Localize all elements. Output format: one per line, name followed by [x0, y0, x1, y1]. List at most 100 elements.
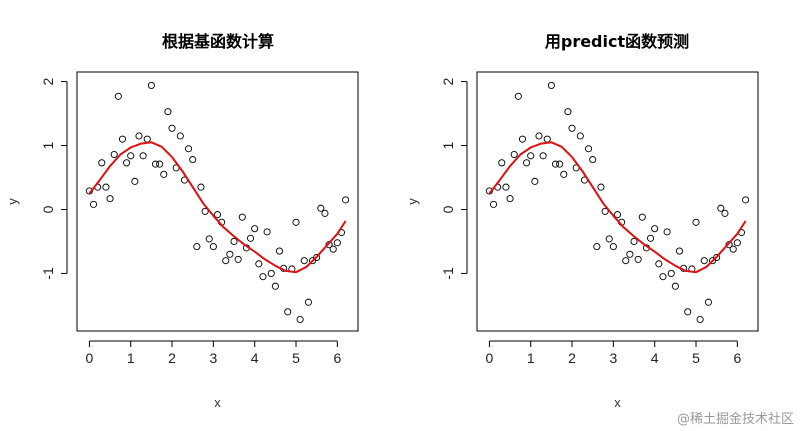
data-point [317, 204, 325, 212]
data-point [531, 177, 539, 185]
chart-title: 根据基函数计算 [162, 32, 274, 51]
x-tick-label: 0 [85, 350, 93, 366]
data-point [506, 195, 514, 203]
y-tick-label: 1 [40, 141, 56, 149]
chart-title: 用predict函数预测 [545, 32, 689, 51]
data-point [667, 269, 675, 277]
data-point [543, 135, 551, 143]
data-point [622, 257, 630, 265]
x-tick-label: 0 [485, 350, 493, 366]
data-point [313, 253, 321, 262]
x-tick-label: 4 [251, 350, 259, 366]
y-tick-label: 0 [40, 205, 56, 213]
data-point [135, 132, 143, 140]
data-point [742, 196, 750, 204]
data-point [226, 250, 234, 258]
data-point [329, 245, 337, 253]
data-point [189, 156, 197, 164]
data-point [304, 298, 312, 306]
data-point [102, 183, 110, 191]
data-point [597, 183, 605, 191]
data-point [659, 273, 667, 281]
data-point [213, 211, 222, 219]
data-point [626, 250, 634, 258]
data-point [647, 234, 655, 242]
data-point [523, 159, 531, 167]
y-tick-label: 0 [440, 205, 456, 213]
y-tick-label: 2 [440, 77, 456, 85]
data-point [114, 92, 122, 100]
data-point [717, 204, 725, 212]
data-point [692, 218, 700, 226]
data-point [118, 135, 127, 143]
data-point [489, 200, 498, 208]
x-tick-label: 2 [568, 350, 576, 366]
data-point [259, 273, 267, 281]
data-point [700, 257, 708, 265]
x-axis-label: x [614, 395, 621, 410]
data-point [502, 183, 510, 191]
data-point [576, 132, 584, 140]
data-point [518, 135, 527, 143]
data-point [110, 150, 118, 159]
data-point [634, 255, 642, 263]
data-point [547, 81, 555, 89]
data-point [498, 159, 506, 167]
data-point [671, 282, 679, 290]
data-point [713, 253, 721, 262]
data-point [251, 225, 259, 233]
data-point [321, 209, 329, 217]
data-point [193, 243, 201, 251]
data-point [205, 235, 213, 243]
data-point [131, 177, 139, 185]
data-point [164, 108, 172, 116]
data-point [222, 257, 230, 265]
data-point [296, 315, 304, 324]
chart-panel-2: 用predict函数预测 0 1 2 3 4 5 6 x -1 0 1 2 y [405, 32, 759, 410]
x-axis-label: x [214, 395, 221, 410]
data-point [271, 282, 279, 290]
data-point [560, 170, 568, 178]
fit-curve [488, 141, 747, 274]
x-tick-label: 3 [609, 350, 617, 366]
data-point [601, 207, 609, 215]
data-point [176, 132, 184, 140]
data-point [143, 135, 151, 143]
data-point [593, 243, 601, 251]
data-point [168, 124, 176, 132]
y-axis-label: y [405, 198, 420, 205]
data-point [98, 159, 106, 167]
data-point [197, 183, 205, 191]
data-point [675, 247, 684, 255]
data-point [267, 269, 275, 277]
data-point [609, 243, 617, 251]
data-point [684, 308, 692, 316]
data-point [139, 152, 147, 160]
data-point [160, 170, 168, 178]
data-point [696, 315, 704, 324]
data-point [156, 160, 164, 168]
data-point [123, 159, 131, 167]
data-point [704, 298, 712, 306]
data-point [147, 81, 155, 89]
plot-frame [76, 71, 359, 332]
data-point [230, 237, 238, 246]
x-tick-label: 6 [733, 350, 741, 366]
x-tick-label: 5 [692, 350, 700, 366]
x-tick-label: 3 [209, 350, 217, 366]
data-point [539, 152, 547, 160]
data-point [589, 156, 597, 164]
data-point [247, 234, 255, 242]
data-point [733, 239, 741, 247]
data-point [527, 152, 535, 160]
data-point [663, 228, 671, 236]
data-point [655, 260, 663, 268]
data-point [300, 257, 308, 265]
data-point [151, 160, 160, 168]
data-point [630, 237, 638, 246]
data-point [564, 108, 572, 116]
y-tick-label: -1 [40, 267, 56, 280]
data-point [568, 124, 576, 132]
x-tick-label: 5 [292, 350, 300, 366]
